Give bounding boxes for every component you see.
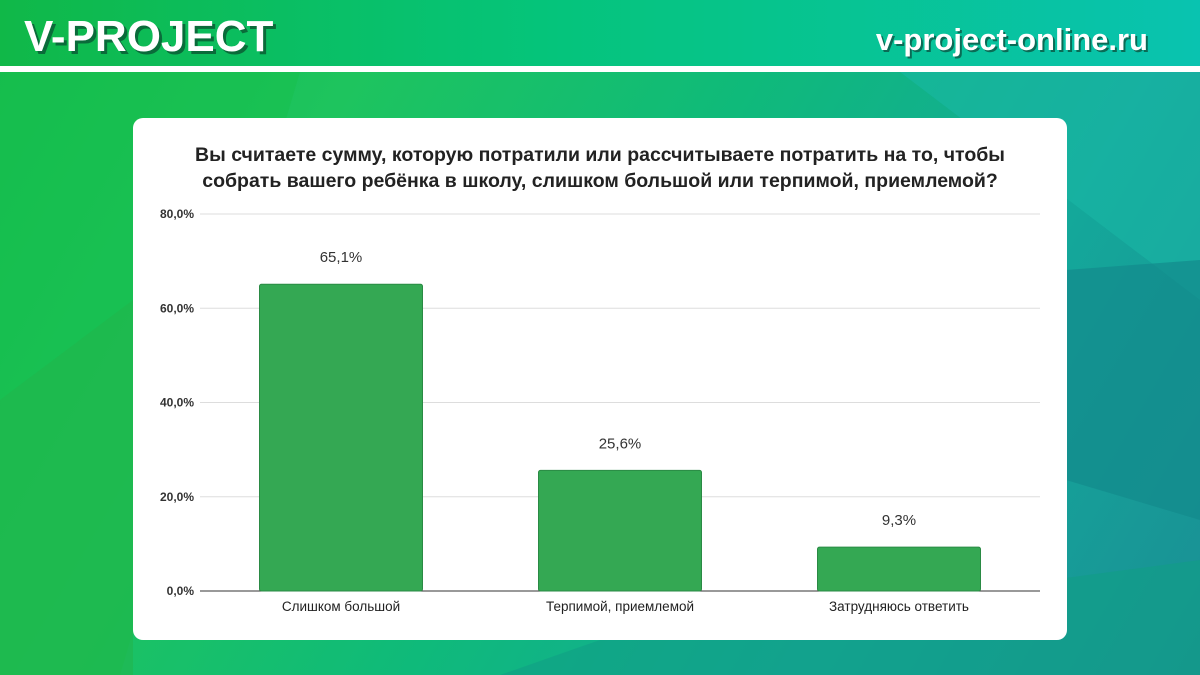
chart-card: Вы считаете сумму, которую потратили или… <box>133 118 1067 640</box>
x-tick-label: Терпимой, приемлемой <box>546 599 694 614</box>
logo: V-PROJECT <box>24 12 274 61</box>
bar <box>817 546 981 592</box>
y-tick-label: 20,0% <box>160 490 194 504</box>
data-label: 25,6% <box>599 435 642 452</box>
y-tick-label: 0,0% <box>167 584 195 598</box>
bar-chart: 0,0% 20,0% 40,0% 60,0% 80,0% 65,1% Слишком бол… <box>160 207 1040 614</box>
bar <box>538 469 702 592</box>
y-tick-label: 60,0% <box>160 301 194 315</box>
header-divider <box>0 66 1200 72</box>
chart-title-line-2: собрать вашего ребёнка в школу, слишком … <box>202 170 998 192</box>
data-label: 9,3% <box>882 512 916 529</box>
x-tick-label: Затрудняюсь ответить <box>829 599 969 614</box>
data-label: 65,1% <box>320 249 363 266</box>
bar <box>259 283 423 592</box>
chart-title: Вы считаете сумму, которую потратили или… <box>133 142 1067 194</box>
x-tick-label: Слишком большой <box>282 599 400 614</box>
header-bar: V-PROJECT v-project-online.ru <box>0 0 1200 66</box>
site-url[interactable]: v-project-online.ru <box>875 22 1148 57</box>
chart-title-line-1: Вы считаете сумму, которую потратили или… <box>195 144 1005 166</box>
y-tick-label: 80,0% <box>160 207 194 221</box>
y-tick-label: 40,0% <box>160 396 194 410</box>
